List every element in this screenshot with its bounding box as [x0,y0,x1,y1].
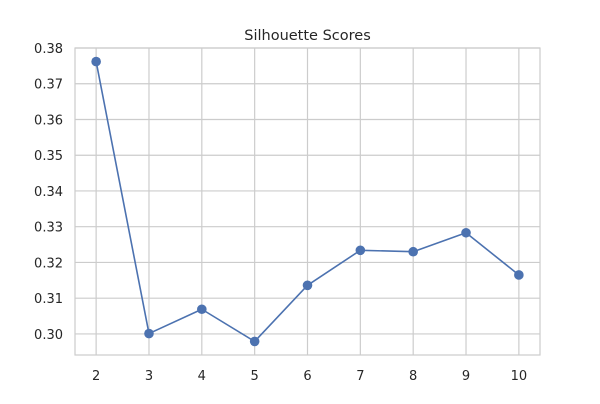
y-tick-label: 0.30 [34,328,63,343]
data-point [302,280,313,291]
y-tick-label: 0.31 [34,292,63,307]
data-point [249,336,260,347]
y-axis: 0.30 0.31 0.32 0.33 0.34 0.35 0.36 0.37 0.38 [34,42,63,343]
x-tick-label: 10 [511,369,528,384]
y-tick-label: 0.32 [34,256,63,271]
data-point [408,246,418,257]
data-point [514,270,524,280]
plot-area-frame [74,47,541,356]
x-tick-label: 4 [198,369,206,384]
chart-title: Silhouette Scores [244,28,371,44]
x-tick-label: 3 [145,369,153,384]
y-tick-label: 0.34 [34,185,63,200]
data-point [355,245,366,256]
x-tick-label: 8 [409,369,417,384]
data-point [461,227,471,238]
x-tick-label: 5 [251,369,259,384]
y-tick-label: 0.38 [34,42,63,57]
x-tick-label: 2 [92,369,100,384]
x-tick-label: 9 [462,369,470,384]
data-point [144,328,154,339]
series-group [91,56,524,347]
y-tick-label: 0.36 [34,113,63,128]
x-axis: 2 3 4 5 6 7 8 9 10 [92,369,527,384]
y-tick-label: 0.37 [34,78,63,93]
grid-lines [75,47,540,355]
data-point [197,304,207,315]
y-tick-label: 0.35 [34,149,63,164]
y-tick-label: 0.33 [34,221,63,236]
x-tick-label: 7 [356,369,364,384]
x-tick-label: 6 [303,369,311,384]
data-point [91,56,101,67]
